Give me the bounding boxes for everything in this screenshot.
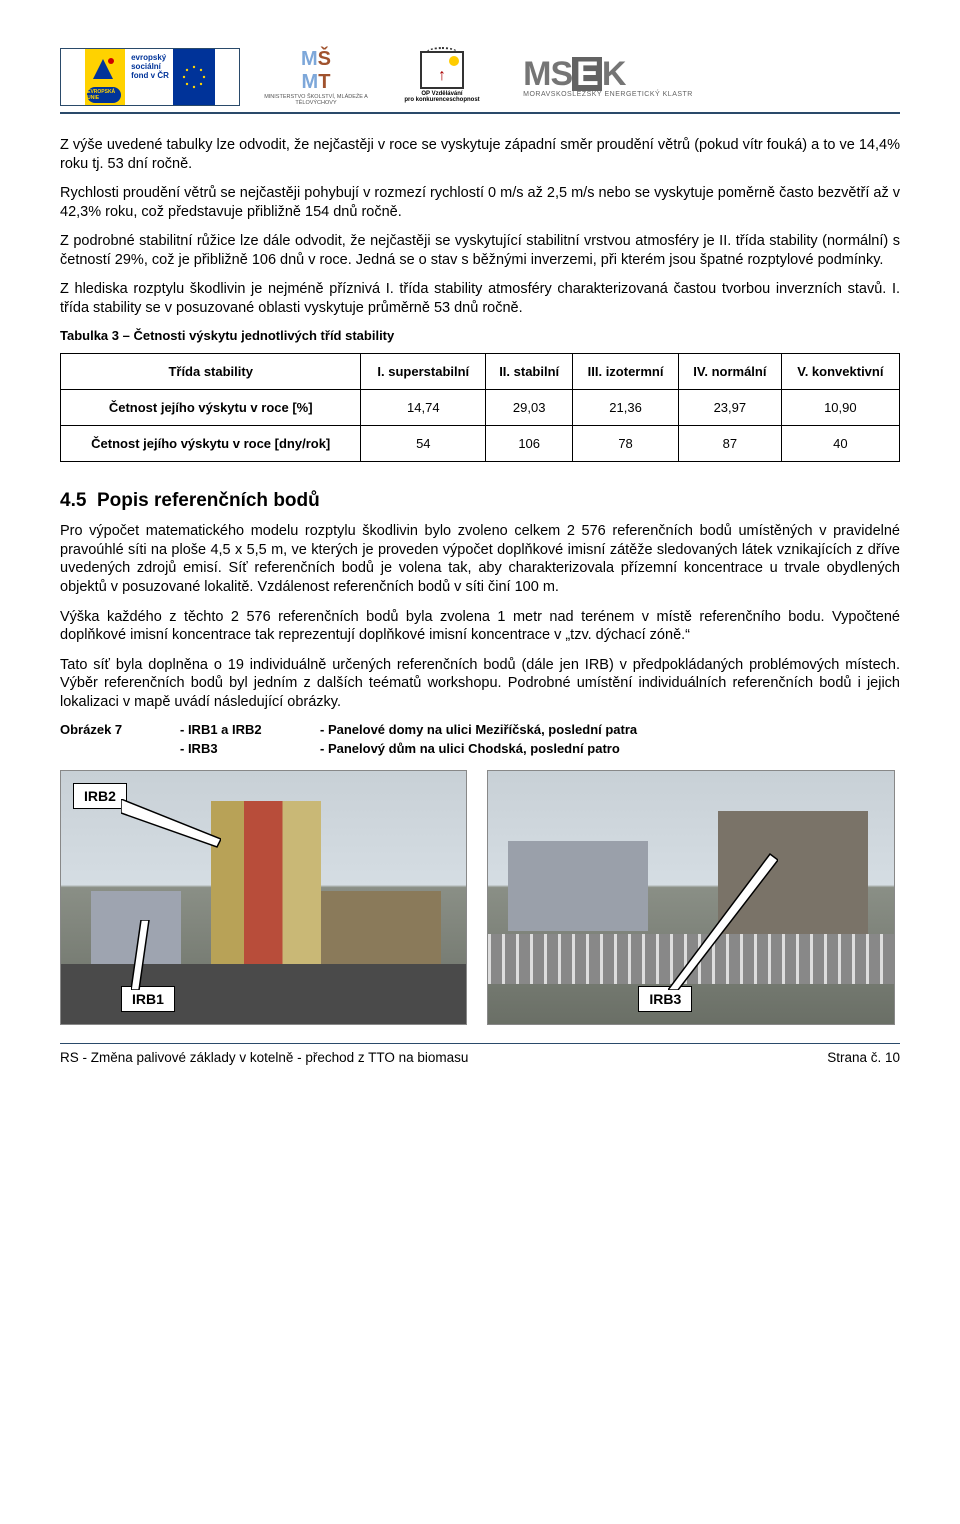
msmt-sub: MINISTERSTVO ŠKOLSTVÍ, MLÁDEŽE A TĚLOVÝC…: [256, 94, 376, 106]
paragraph-2: Rychlosti proudění větrů se nejčastěji p…: [60, 184, 900, 221]
paragraph-7: Tato síť byla doplněna o 19 individuálně…: [60, 656, 900, 712]
paragraph-5: Pro výpočet matematického modelu rozptyl…: [60, 522, 900, 596]
op-line2: pro konkurenceschopnost: [404, 97, 479, 103]
obrazek7-block: Obrázek 7 - IRB1 a IRB2 - Panelové domy …: [60, 722, 900, 756]
paragraph-6: Výška každého z těchto 2 576 referenčníc…: [60, 608, 900, 645]
sec-num: 4.5: [60, 490, 86, 511]
footer-left: RS - Změna palivové základy v kotelně - …: [60, 1050, 468, 1065]
logo-esf: EVROPSKÁ UNIE evropský sociální fond v Č…: [60, 48, 240, 106]
th-5: V. konvektivní: [781, 354, 899, 390]
obr7-r2a: - IRB3: [180, 741, 320, 756]
paragraph-4: Z hlediska rozptylu škodlivin je nejméně…: [60, 280, 900, 317]
msek-k: K: [602, 55, 626, 93]
header-logo-strip: EVROPSKÁ UNIE evropský sociální fond v Č…: [60, 48, 900, 114]
photo-irb3: IRB3: [487, 770, 894, 1025]
r2-c5: 40: [781, 426, 899, 462]
r2-label: Četnost jejího výskytu v roce [dny/rok]: [61, 426, 361, 462]
msek-sub: MORAVSKOSLEZSKÝ ENERGETICKÝ KLASTR: [523, 91, 693, 98]
sec-title: Popis referenčních bodů: [97, 490, 320, 511]
r2-c1: 54: [361, 426, 486, 462]
th-3: III. izotermní: [573, 354, 679, 390]
paragraph-1: Z výše uvedené tabulky lze odvodit, že n…: [60, 136, 900, 173]
r2-c4: 87: [679, 426, 782, 462]
th-1: I. superstabilní: [361, 354, 486, 390]
msek-a: MS: [523, 55, 572, 93]
table-stability: Třída stability I. superstabilní II. sta…: [60, 353, 900, 462]
footer-right: Strana č. 10: [827, 1050, 900, 1065]
r1-c2: 29,03: [486, 390, 573, 426]
esf-line2: sociální: [131, 62, 169, 71]
r2-c3: 78: [573, 426, 679, 462]
obr7-r1a: - IRB1 a IRB2: [180, 722, 320, 737]
th-0: Třída stability: [61, 354, 361, 390]
paragraph-3: Z podrobné stabilitní růžice lze dále od…: [60, 232, 900, 269]
photo-row: IRB2 IRB1 IRB3: [60, 770, 900, 1025]
r2-c2: 106: [486, 426, 573, 462]
table3-caption: Tabulka 3 – Četnosti výskytu jednotlivýc…: [60, 328, 900, 343]
r1-c5: 10,90: [781, 390, 899, 426]
photo-irb1-irb2: IRB2 IRB1: [60, 770, 467, 1025]
obr7-r1b: - Panelové domy na ulici Meziříčská, pos…: [320, 722, 637, 737]
esf-line1: evropský: [131, 53, 169, 62]
obr7-label: Obrázek 7: [60, 722, 180, 737]
logo-msek: MSEK MORAVSKOSLEZSKÝ ENERGETICKÝ KLASTR: [508, 48, 708, 106]
r1-label: Četnost jejího výskytu v roce [%]: [61, 390, 361, 426]
logo-op-vzdelavani: ↑ OP Vzdělávání pro konkurenceschopnost: [392, 48, 492, 106]
page-footer: RS - Změna palivové základy v kotelně - …: [60, 1043, 900, 1065]
section-4-5-heading: 4.5 Popis referenčních bodů: [60, 490, 900, 512]
r1-c1: 14,74: [361, 390, 486, 426]
r1-c3: 21,36: [573, 390, 679, 426]
irb2-label: IRB2: [73, 783, 127, 809]
esf-eu-text: EVROPSKÁ UNIE: [87, 89, 121, 101]
th-2: II. stabilní: [486, 354, 573, 390]
r1-c4: 23,97: [679, 390, 782, 426]
th-4: IV. normální: [679, 354, 782, 390]
msek-e: E: [572, 57, 602, 91]
logo-msmt: MŠMT MINISTERSTVO ŠKOLSTVÍ, MLÁDEŽE A TĚ…: [256, 48, 376, 106]
esf-line3: fond v ČR: [131, 71, 169, 80]
obr7-r2b: - Panelový dům na ulici Chodská, posledn…: [320, 741, 620, 756]
